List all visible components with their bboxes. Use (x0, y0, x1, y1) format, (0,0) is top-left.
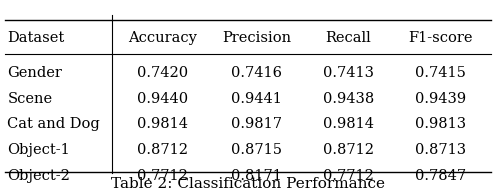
Text: Gender: Gender (7, 66, 62, 80)
Text: Accuracy: Accuracy (128, 31, 197, 45)
Text: 0.9438: 0.9438 (323, 92, 374, 106)
Text: Scene: Scene (7, 92, 53, 106)
Text: F1-score: F1-score (408, 31, 473, 45)
Text: Table 2: Classification Performance: Table 2: Classification Performance (111, 177, 385, 190)
Text: Object-2: Object-2 (7, 169, 70, 183)
Text: Dataset: Dataset (7, 31, 64, 45)
Text: 0.8715: 0.8715 (231, 143, 282, 157)
Text: 0.7420: 0.7420 (137, 66, 188, 80)
Text: 0.7416: 0.7416 (231, 66, 282, 80)
Text: 0.7415: 0.7415 (415, 66, 466, 80)
Text: 0.9814: 0.9814 (137, 117, 188, 131)
Text: 0.9439: 0.9439 (415, 92, 466, 106)
Text: 0.8713: 0.8713 (415, 143, 466, 157)
Text: 0.9813: 0.9813 (415, 117, 466, 131)
Text: 0.9441: 0.9441 (231, 92, 282, 106)
Text: 0.8171: 0.8171 (231, 169, 282, 183)
Text: 0.8712: 0.8712 (137, 143, 188, 157)
Text: 0.7712: 0.7712 (137, 169, 188, 183)
Text: 0.7413: 0.7413 (323, 66, 374, 80)
Text: 0.7847: 0.7847 (415, 169, 466, 183)
Text: 0.9817: 0.9817 (231, 117, 282, 131)
Text: Cat and Dog: Cat and Dog (7, 117, 100, 131)
Text: 0.8712: 0.8712 (323, 143, 374, 157)
Text: Object-1: Object-1 (7, 143, 70, 157)
Text: Recall: Recall (325, 31, 372, 45)
Text: Precision: Precision (222, 31, 291, 45)
Text: 0.7712: 0.7712 (323, 169, 374, 183)
Text: 0.9814: 0.9814 (323, 117, 374, 131)
Text: 0.9440: 0.9440 (137, 92, 188, 106)
